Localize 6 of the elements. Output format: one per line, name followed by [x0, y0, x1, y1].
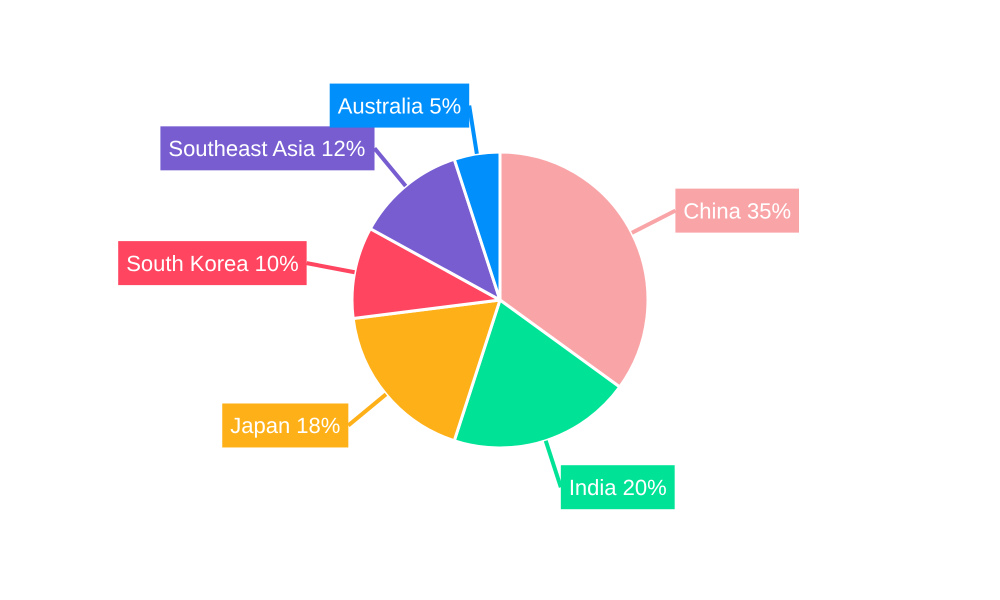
slice-label: China 35%	[683, 198, 792, 224]
slice-label: Australia 5%	[338, 93, 462, 118]
slice-label: South Korea 10%	[126, 250, 299, 276]
slice-label: Japan 18%	[230, 413, 340, 438]
slice-label: Southeast Asia 12%	[168, 136, 366, 162]
slice-label: India 20%	[568, 474, 667, 500]
